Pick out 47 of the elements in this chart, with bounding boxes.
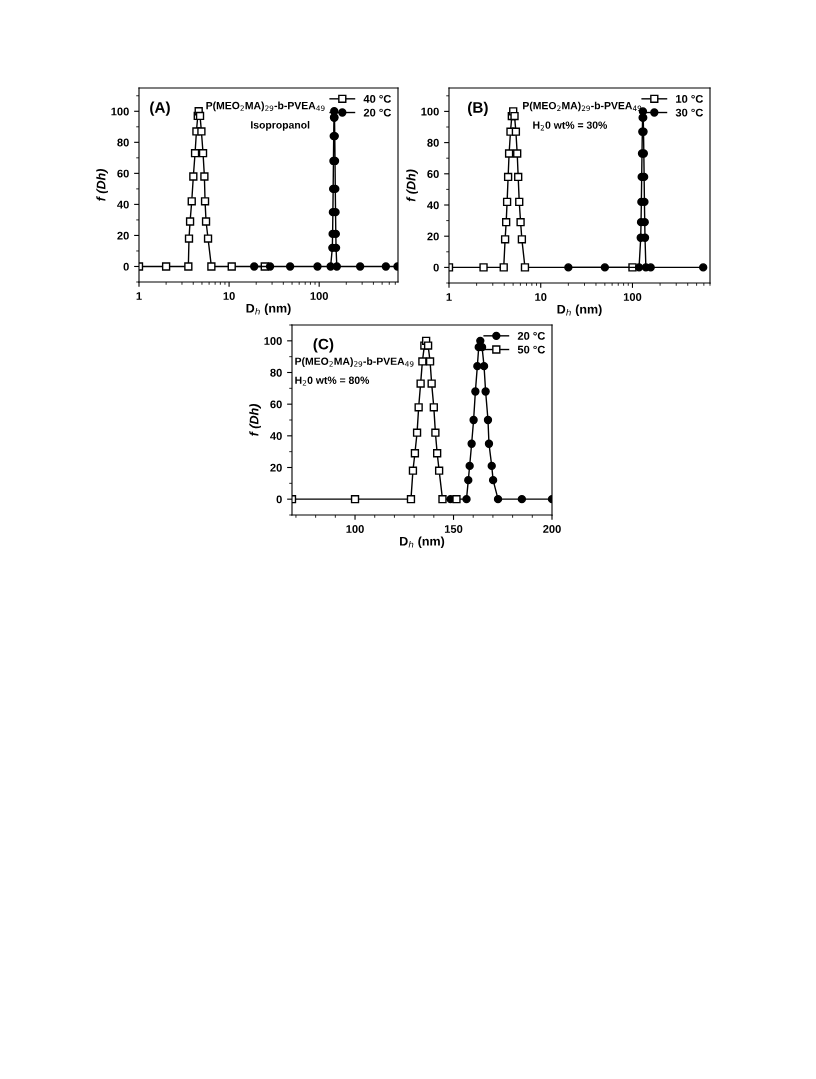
y-tick-label: 80 (117, 138, 129, 147)
y-tick-label: 20 (117, 231, 129, 240)
x-tick-label: 100 (623, 293, 642, 301)
legend-label: 30 °C (675, 108, 704, 117)
annotation: H$_{2}$0 wt% = 30% (533, 121, 608, 131)
x-tick-label: 100 (346, 525, 364, 533)
x-tick-label: 100 (310, 292, 328, 300)
legend-label: 10 °C (676, 94, 704, 103)
x-tick-label: 1 (136, 292, 142, 300)
x-axis-title: D$_{h}$ (nm) (246, 303, 291, 316)
y-axis-title: f (Dh) (249, 404, 261, 436)
y-tick-label: 20 (427, 232, 439, 241)
y-axis-title: f (Dh) (406, 169, 418, 202)
y-tick-label: 100 (111, 107, 129, 116)
annotation: Isopropanol (251, 120, 310, 131)
legend-label: 50 °C (517, 345, 546, 354)
y-tick-label: 40 (427, 201, 439, 210)
x-axis-title: D$_{h}$ (nm) (400, 536, 445, 549)
y-tick-label: 80 (427, 138, 439, 147)
annotation: (B) (468, 101, 488, 116)
annotation: (A) (150, 101, 170, 116)
x-tick-label: 10 (223, 292, 235, 300)
legend-label: 40 °C (363, 94, 392, 103)
x-tick-label: 10 (535, 293, 547, 301)
y-tick-label: 0 (433, 263, 439, 272)
annotation: P(MEO$_{2}$MA)$_{29}$-b-PVEA$_{49}$ (206, 101, 325, 112)
annotation: P(MEO$_{2}$MA)$_{29}$-b-PVEA$_{49}$ (295, 357, 414, 368)
x-tick-label: 150 (444, 525, 463, 533)
y-tick-label: 60 (427, 170, 439, 178)
annotation: H$_{2}$0 wt% = 80% (295, 376, 370, 386)
y-tick-label: 80 (270, 368, 282, 377)
y-axis-title: f (Dh) (96, 169, 108, 201)
y-tick-label: 100 (421, 107, 439, 116)
y-tick-label: 40 (270, 432, 282, 440)
y-tick-label: 0 (123, 262, 129, 271)
legend-label: 20 °C (517, 331, 546, 340)
y-tick-label: 0 (276, 495, 282, 504)
y-tick-label: 100 (264, 337, 282, 345)
y-tick-label: 40 (117, 200, 129, 209)
x-tick-label: 1 (446, 293, 452, 301)
x-tick-label: 200 (543, 525, 561, 533)
x-axis-title: D$_{h}$ (nm) (557, 304, 602, 317)
legend-label: 20 °C (363, 108, 392, 117)
y-tick-label: 60 (117, 169, 129, 178)
annotation: (C) (313, 338, 334, 353)
y-tick-label: 60 (270, 400, 282, 409)
y-tick-label: 20 (270, 463, 282, 472)
